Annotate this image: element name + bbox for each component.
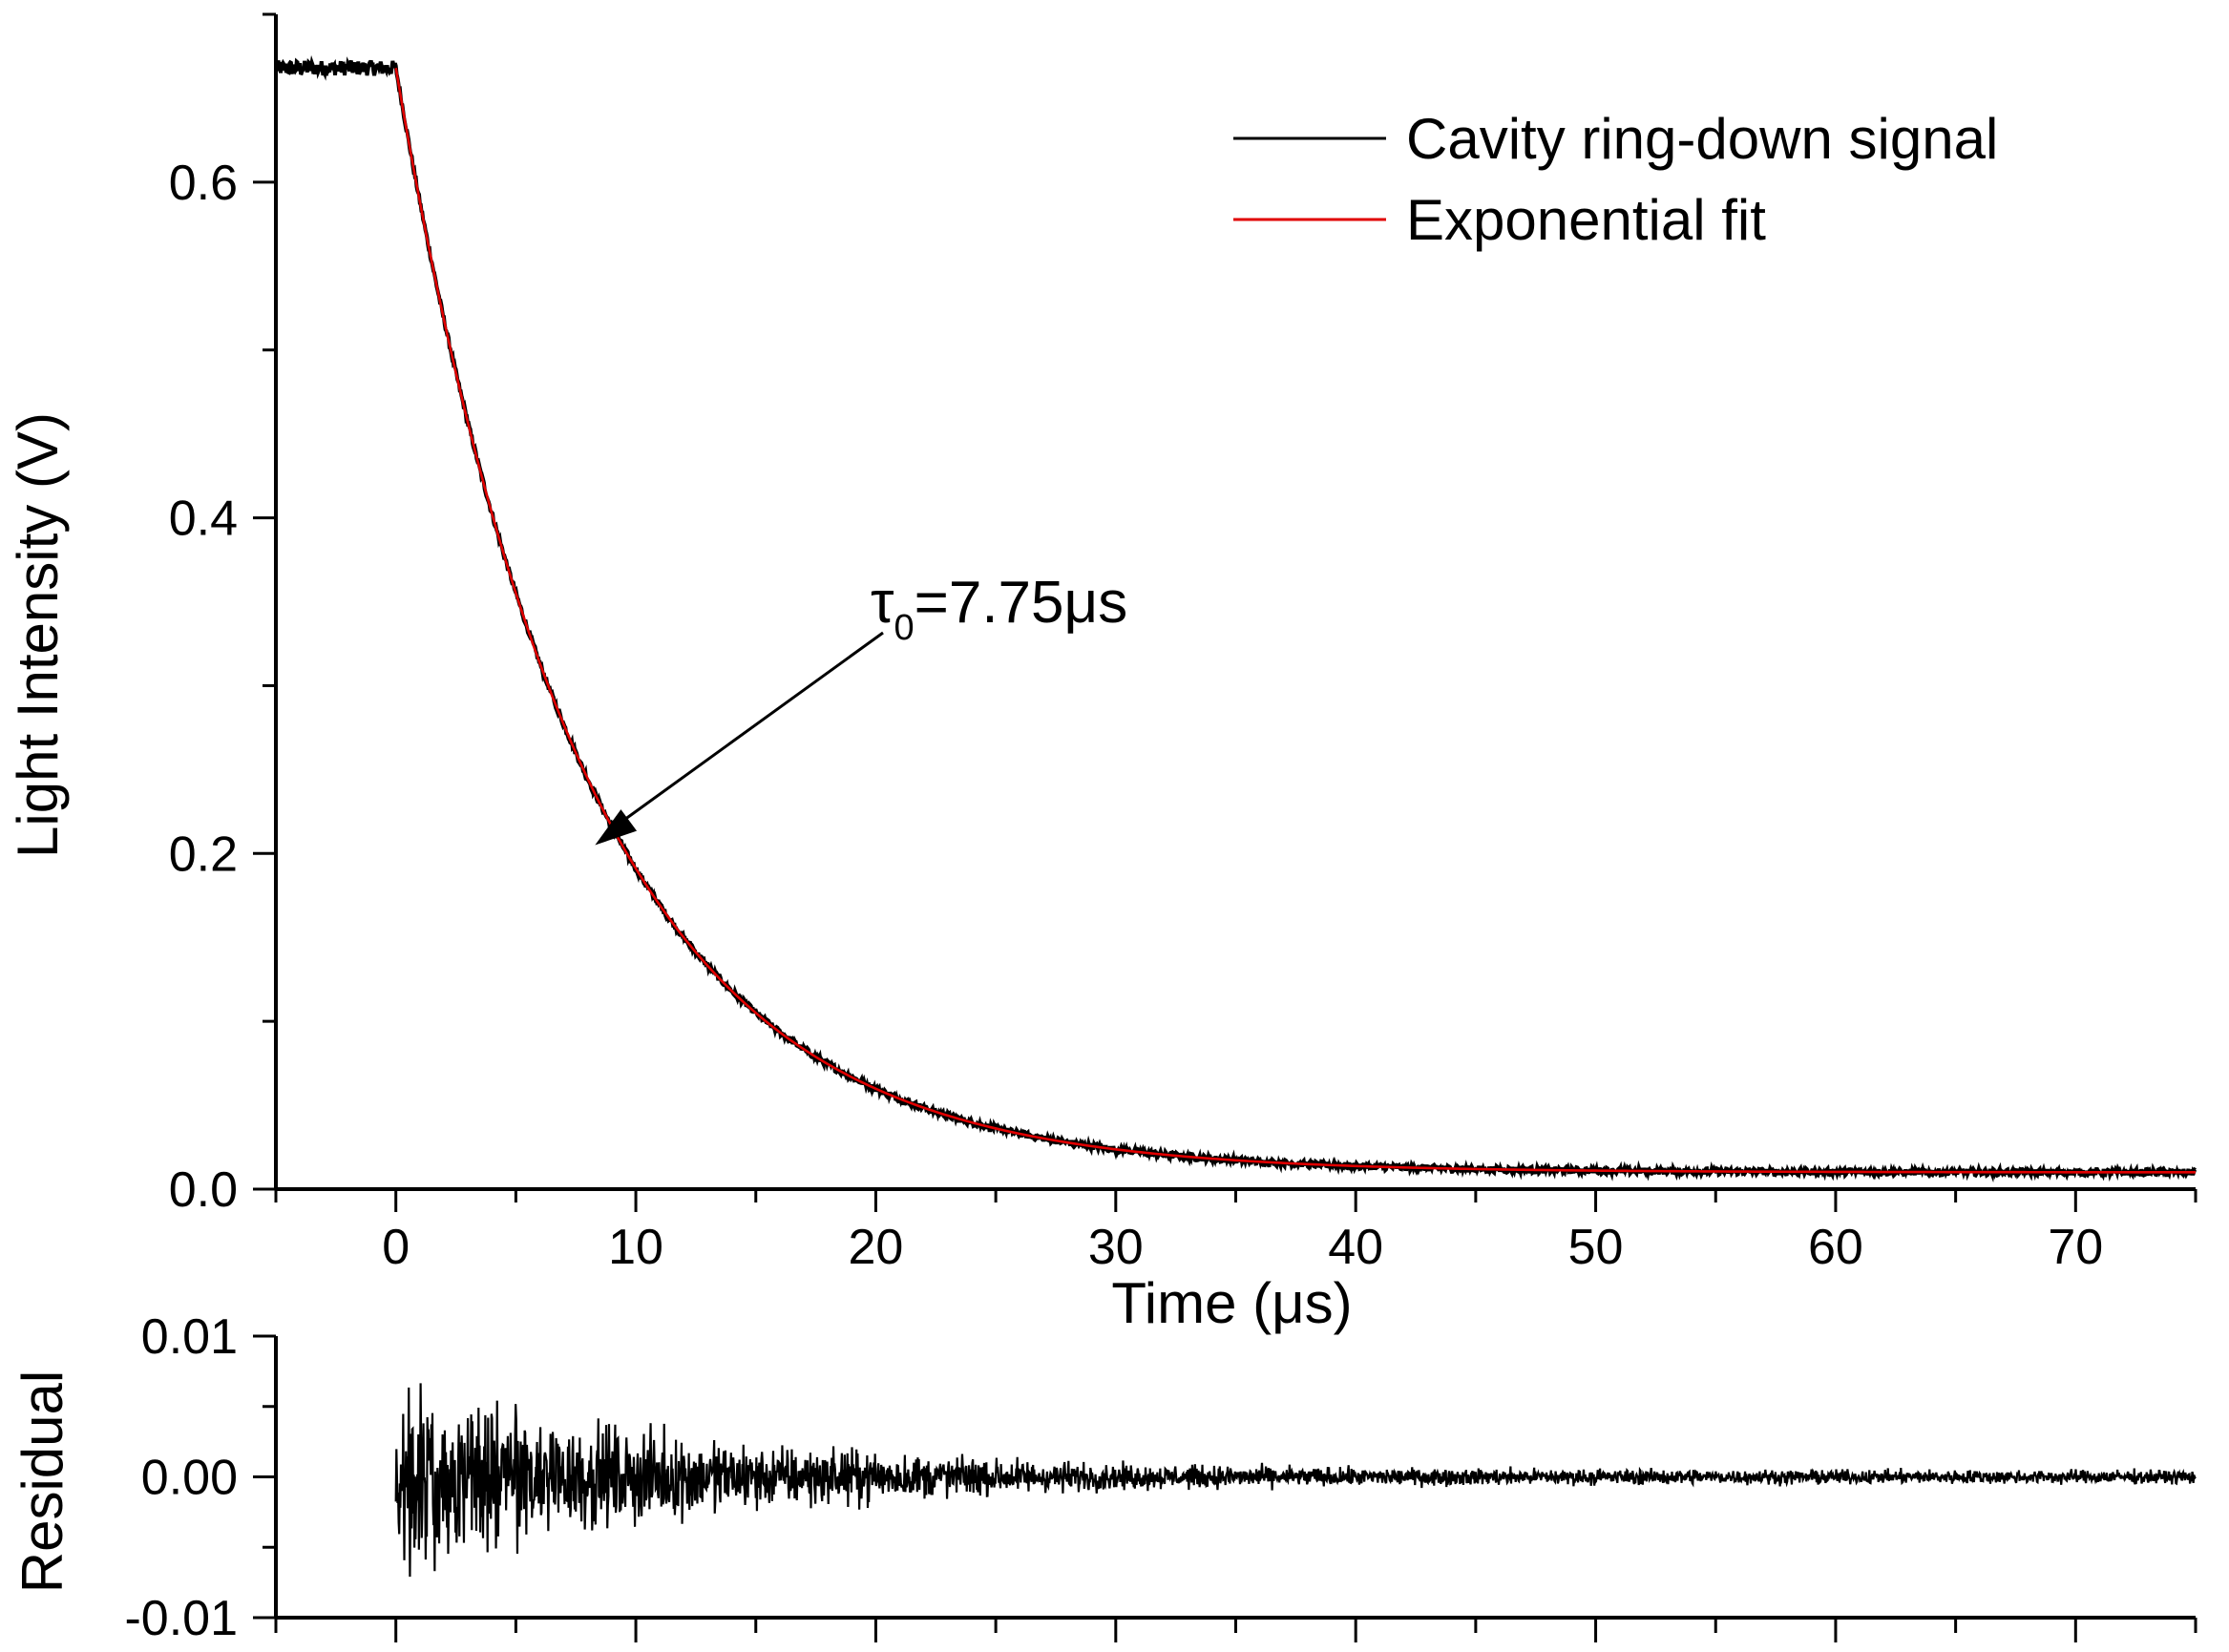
main-panel: 0 10 20 30 40 50 60 70 0.0 0.2 0.4 0.6 Time (μs) L… (6, 12, 2197, 1335)
annotation-value: =7.75μs (915, 570, 1128, 636)
legend-label: Exponential fit (1406, 188, 1766, 252)
fit-series-line (394, 68, 2196, 1174)
annotation-tau-symbol: τ (871, 570, 894, 636)
annotation-label: τ0=7.75μs (871, 570, 1127, 648)
main-x-tick-label: 0 (382, 1220, 410, 1275)
main-x-tick-label: 10 (608, 1220, 663, 1275)
main-y-tick-label: 0.0 (169, 1162, 238, 1218)
tau-annotation: τ0=7.75μs (595, 570, 1127, 846)
residual-y-axis-title: Residual (11, 1370, 74, 1593)
y-axis-title: Light Intensity (V) (6, 412, 70, 858)
signal-series-line (274, 54, 2197, 1183)
residual-panel: 0.01 0.00 -0.01 Residual (11, 1309, 2197, 1646)
main-x-tick-label: 30 (1088, 1220, 1144, 1275)
x-axis-title: Time (μs) (1111, 1271, 1352, 1335)
main-x-tick-label: 40 (1328, 1220, 1383, 1275)
main-series-group (274, 54, 2197, 1183)
residual-y-tick-label: 0.00 (141, 1451, 238, 1506)
annotation-arrow-line (622, 631, 884, 822)
main-y-tick-label: 0.2 (169, 826, 238, 882)
main-y-ticks: 0.0 0.2 0.4 0.6 (169, 12, 276, 1218)
main-x-tick-label: 70 (2048, 1220, 2103, 1275)
annotation-subscript: 0 (894, 608, 915, 648)
main-x-ticks: 0 10 20 30 40 50 60 70 (274, 1189, 2197, 1275)
main-x-tick-label: 60 (1808, 1220, 1863, 1275)
residual-series-line (394, 1383, 2197, 1578)
residual-y-tick-label: 0.01 (141, 1309, 238, 1365)
main-x-tick-label: 20 (849, 1220, 904, 1275)
main-y-tick-label: 0.6 (169, 156, 238, 211)
main-y-tick-label: 0.4 (169, 491, 238, 547)
legend-label: Cavity ring-down signal (1406, 107, 1998, 171)
main-x-tick-label: 50 (1568, 1220, 1624, 1275)
residual-y-ticks: 0.01 0.00 -0.01 (124, 1309, 276, 1646)
annotation-arrow-head (595, 809, 638, 846)
legend: Cavity ring-down signal Exponential fit (1233, 107, 1998, 252)
residual-x-ticks (274, 1618, 2197, 1642)
residual-y-tick-label: -0.01 (124, 1591, 238, 1646)
